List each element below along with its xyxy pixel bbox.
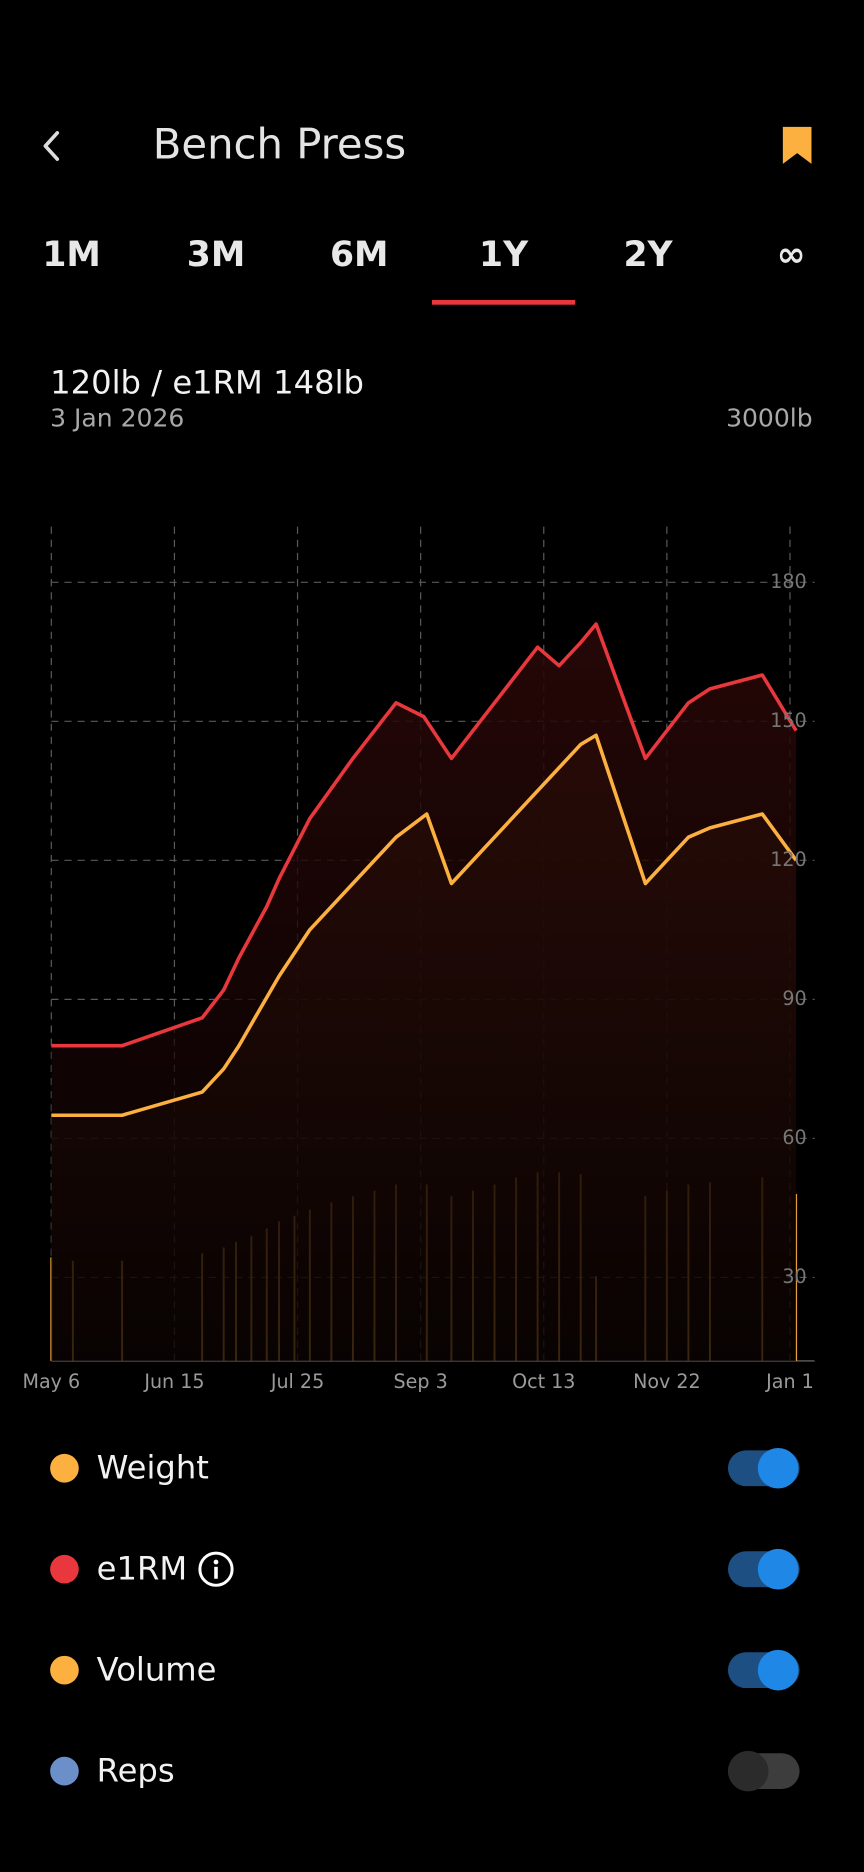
summary-headline: 120lb / e1RM 148lb — [50, 364, 364, 402]
y-tick-label: 90 — [782, 987, 806, 1010]
toggle-knob[interactable] — [727, 1750, 769, 1792]
toggle-knob[interactable] — [757, 1447, 799, 1489]
legend-swatch — [50, 1453, 79, 1483]
x-tick-label: Jul 25 — [270, 1370, 324, 1393]
summary-volume: 3000lb — [726, 403, 813, 432]
tab[interactable]: 1Y — [479, 235, 529, 275]
series-area — [51, 624, 797, 1361]
info-icon-dot — [213, 1559, 219, 1565]
info-icon[interactable] — [198, 1551, 234, 1587]
page-title: Bench Press — [153, 120, 406, 169]
tab[interactable]: ∞ — [777, 235, 806, 275]
toggle-knob[interactable] — [757, 1649, 799, 1691]
x-tick-label: Oct 13 — [512, 1370, 575, 1393]
tab[interactable]: 2Y — [623, 235, 673, 275]
y-tick-label: 30 — [782, 1265, 806, 1288]
legend-label: Volume — [97, 1650, 217, 1688]
info-icon-bar — [214, 1566, 218, 1579]
summary-date: 3 Jan 2026 — [50, 403, 184, 432]
tab[interactable]: 3M — [187, 235, 246, 275]
y-tick-label: 150 — [770, 709, 806, 732]
series-line — [51, 733, 798, 1118]
legend-label: e1RM — [97, 1549, 188, 1587]
bookmark-button[interactable] — [782, 126, 812, 164]
tab[interactable]: 1M — [42, 235, 101, 275]
y-tick-label: 60 — [782, 1126, 806, 1149]
x-tick-label: Sep 3 — [394, 1370, 448, 1393]
y-tick-label: 180 — [770, 570, 806, 593]
y-tick-label: 120 — [770, 848, 806, 871]
x-tick-label: Jun 15 — [143, 1370, 204, 1393]
back-button[interactable] — [43, 131, 60, 161]
legend-label: Reps — [97, 1751, 175, 1789]
x-tick-label: Jan 1 — [765, 1370, 814, 1393]
tab[interactable]: 6M — [330, 235, 389, 275]
legend-swatch — [50, 1554, 79, 1584]
series-line — [51, 622, 798, 1048]
legend-swatch — [50, 1655, 79, 1685]
x-tick-label: May 6 — [22, 1370, 80, 1393]
legend-swatch — [50, 1756, 79, 1786]
tab-bar: 1M 3M 6M 1Y 2Y ∞ — [42, 235, 806, 305]
tab-indicator — [432, 299, 576, 305]
toggle-knob[interactable] — [757, 1548, 799, 1590]
legend-label: Weight — [97, 1448, 209, 1486]
x-tick-label: Nov 22 — [633, 1370, 701, 1393]
legend: Weight e1RM Volume Reps — [50, 1447, 800, 1792]
chart: 30 60 90 120 150 180 May 6 Jun 15 Jul 25 Sep 3 Oct… — [22, 526, 815, 1393]
